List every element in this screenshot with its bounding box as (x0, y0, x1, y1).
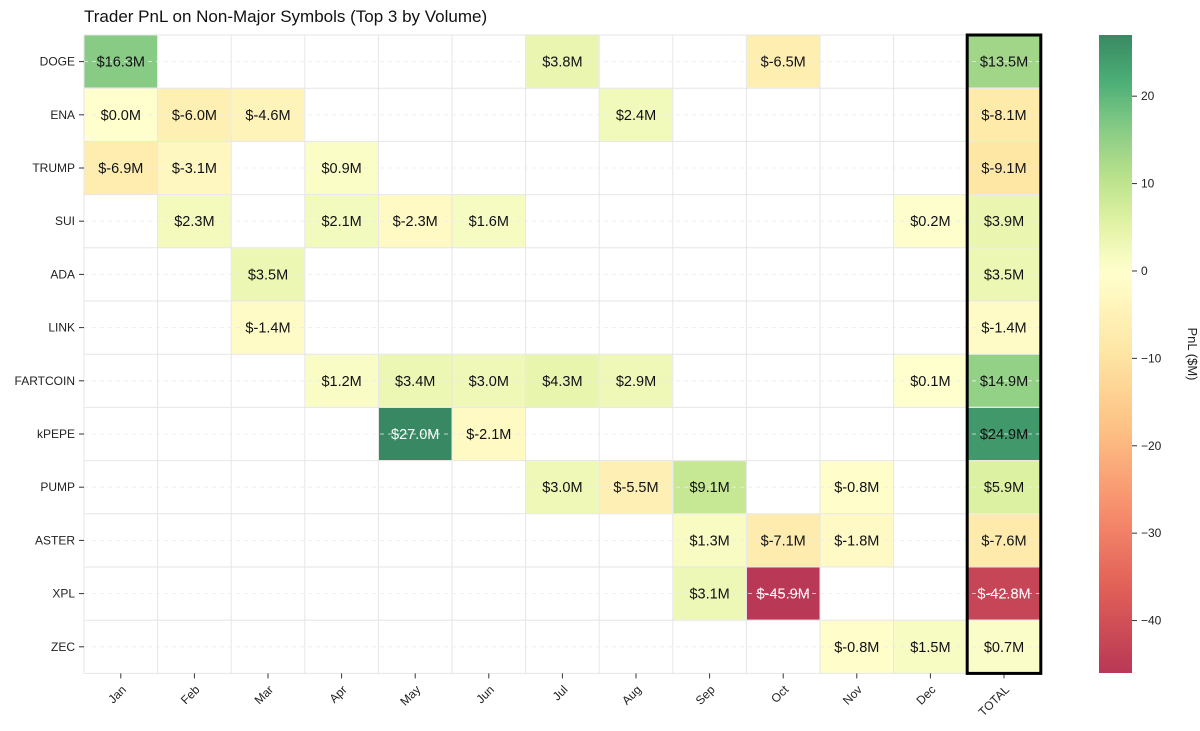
x-tick-label: Jan (105, 683, 129, 707)
cell-value-label: $-8.1M (981, 108, 1026, 124)
cell-value-label: $3.0M (469, 374, 509, 390)
cell-value-label: $-42.8M (977, 587, 1030, 603)
cell-value-label: $24.9M (980, 427, 1028, 443)
x-tick-label: May (397, 683, 423, 709)
heatmap-cell (157, 194, 232, 249)
heatmap-cell (819, 619, 895, 674)
heatmap-cell (451, 406, 527, 462)
cell-value-label: $-9.1M (981, 161, 1026, 177)
cell-value-label: $-6.5M (761, 55, 806, 71)
x-tick-label: Sep (693, 682, 718, 707)
cell-value-label: $-1.8M (834, 533, 879, 549)
x-tick-label: Mar (252, 683, 277, 708)
y-tick-label: TRUMP (32, 161, 75, 175)
colorbar-tick-label: −40 (1141, 614, 1162, 628)
cell-value-label: $-5.5M (613, 480, 658, 496)
y-tick-label: ADA (50, 267, 75, 281)
cell-value-label: $-45.9M (757, 587, 810, 603)
y-tick-label: ASTER (35, 533, 75, 547)
y-tick-label: DOGE (40, 55, 75, 69)
cell-value-label: $-3.1M (172, 161, 217, 177)
x-tick-label: Feb (178, 682, 203, 707)
cell-value-label: $1.6M (469, 214, 509, 230)
cell-value-label: $0.1M (910, 374, 950, 390)
cell-value-label: $-4.6M (245, 108, 290, 124)
cell-value-label: $0.7M (984, 640, 1024, 656)
cell-value-label: $0.0M (101, 108, 141, 124)
cell-value-label: $0.9M (321, 161, 361, 177)
cell-value-label: $1.5M (910, 640, 950, 656)
y-tick-label: LINK (48, 321, 75, 335)
y-tick-label: kPEPE (37, 427, 75, 441)
y-tick-label: SUI (55, 214, 75, 228)
cell-value-label: $3.8M (542, 55, 582, 71)
colorbar-tick-label: −20 (1141, 439, 1162, 453)
colorbar-tick-label: −10 (1141, 351, 1162, 365)
colorbar-tick-label: 20 (1141, 89, 1155, 103)
heatmap-cell (819, 513, 895, 568)
x-tick-label: TOTAL (976, 682, 1013, 719)
cell-value-label: $2.4M (616, 108, 656, 124)
cell-value-label: $-7.6M (981, 533, 1026, 549)
cell-value-label: $13.5M (980, 55, 1028, 71)
cell-value-label: $0.2M (910, 214, 950, 230)
x-tick-label: Oct (768, 682, 792, 706)
total-column-highlight (965, 33, 1043, 675)
x-tick-label: Nov (840, 683, 865, 708)
cell-value-label: $-2.1M (466, 427, 511, 443)
cell-value-label: $3.1M (689, 587, 729, 603)
colorbar-tick-label: 10 (1141, 177, 1155, 191)
colorbar (1099, 35, 1132, 673)
cell-value-label: $-1.4M (981, 321, 1026, 337)
x-tick-label: Jun (473, 683, 497, 707)
cell-value-label: $3.9M (984, 214, 1024, 230)
cell-value-label: $2.9M (616, 374, 656, 390)
cell-value-label: $9.1M (689, 480, 729, 496)
colorbar-tick-label: 0 (1141, 264, 1148, 278)
cell-value-label: $16.3M (97, 55, 145, 71)
y-tick-label: ENA (50, 108, 75, 122)
y-tick-label: XPL (52, 587, 75, 601)
heatmap-cell (893, 353, 968, 408)
cell-value-label: $1.2M (321, 374, 361, 390)
colorbar-label: PnL ($M) (1185, 328, 1200, 381)
cell-value-label: $2.3M (174, 214, 214, 230)
y-tick-label: PUMP (40, 480, 75, 494)
y-tick-label: FARTCOIN (15, 374, 75, 388)
cell-value-label: $3.5M (984, 267, 1024, 283)
x-tick-label: Apr (327, 683, 350, 706)
cell-value-label: $-0.8M (834, 640, 879, 656)
cell-value-label: $-1.4M (245, 321, 290, 337)
cell-value-label: $-2.3M (393, 214, 438, 230)
cell-value-label: $-0.8M (834, 480, 879, 496)
cell-value-label: $-7.1M (761, 533, 806, 549)
x-tick-label: Dec (914, 683, 939, 708)
heatmap-cell (157, 87, 232, 142)
cell-value-label: $3.5M (248, 267, 288, 283)
cell-value-label: $4.3M (542, 374, 582, 390)
cell-value-label: $27.0M (391, 427, 439, 443)
cell-value-label: $3.0M (542, 480, 582, 496)
y-tick-label: ZEC (51, 640, 75, 654)
heatmap-cell (157, 140, 232, 196)
heatmap-cell (525, 353, 600, 408)
cell-value-label: $2.1M (321, 214, 361, 230)
heatmap-cell (893, 194, 968, 249)
cell-value-label: $-6.0M (172, 108, 217, 124)
cell-value-label: $3.4M (395, 374, 435, 390)
cell-value-label: $5.9M (984, 480, 1024, 496)
cell-value-label: $1.3M (689, 533, 729, 549)
cell-value-label: $-6.9M (98, 161, 143, 177)
colorbar-tick-label: −30 (1141, 526, 1162, 540)
x-tick-label: Aug (619, 683, 644, 708)
cell-value-label: $14.9M (980, 374, 1028, 390)
x-tick-label: Jul (550, 683, 571, 704)
chart-title: Trader PnL on Non-Major Symbols (Top 3 b… (84, 7, 488, 26)
